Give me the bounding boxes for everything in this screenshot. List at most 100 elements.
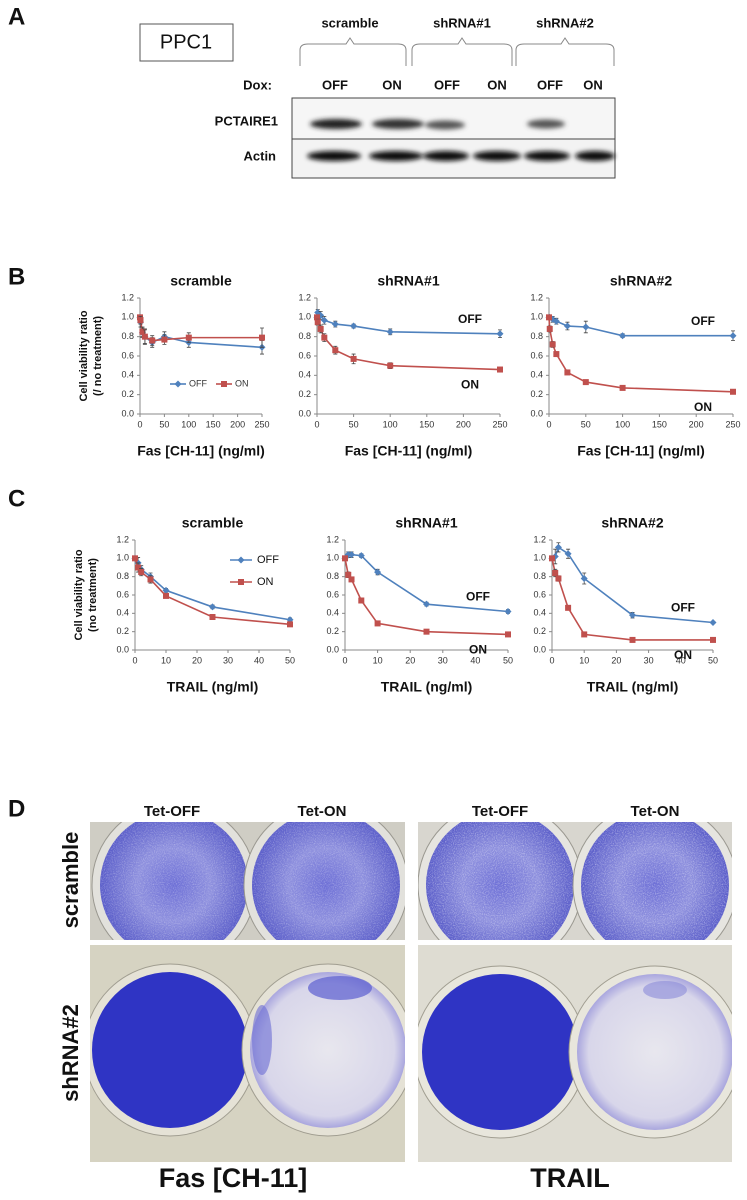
y-tick-label: 0.8 <box>326 571 339 581</box>
y-tick-label: 0.6 <box>530 350 543 360</box>
x-tick-label: 0 <box>314 419 319 429</box>
condition-label: OFF <box>537 77 563 92</box>
y-tick-label: 0.4 <box>533 608 546 618</box>
series-label: OFF <box>671 601 695 615</box>
x-tick-label: 0 <box>549 655 554 665</box>
data-point <box>317 325 324 332</box>
plate-photo <box>418 945 732 1162</box>
x-tick-label: 150 <box>206 419 221 429</box>
x-tick-label: 250 <box>254 419 269 429</box>
blot-row-label: PCTAIRE1 <box>215 113 278 128</box>
condition-label: ON <box>382 77 402 92</box>
data-point <box>555 575 562 582</box>
blot-bands <box>307 119 615 161</box>
legend-marker <box>221 381 227 387</box>
x-tick-label: 30 <box>438 655 448 665</box>
data-point <box>552 570 559 576</box>
y-tick-label: 0.0 <box>533 644 546 654</box>
y-tick-label: 0.8 <box>533 571 546 581</box>
series-label: OFF <box>466 590 490 604</box>
legend-marker <box>237 556 245 564</box>
plate-photo <box>418 822 732 940</box>
y-tick-label: 0.8 <box>121 331 134 341</box>
legend-label: ON <box>257 576 274 588</box>
data-point <box>387 362 394 369</box>
plate-photo <box>90 945 405 1162</box>
group-braces <box>299 37 615 66</box>
data-point <box>350 322 358 330</box>
x-axis-label: Fas [CH-11] (ng/ml) <box>577 443 705 459</box>
x-tick-label: 0 <box>342 655 347 665</box>
y-tick-label: 0.4 <box>121 370 134 380</box>
y-tick-label: 1.2 <box>533 534 546 544</box>
x-tick-label: 250 <box>492 419 507 429</box>
data-point <box>141 333 148 340</box>
x-tick-label: 50 <box>349 419 359 429</box>
y-tick-label: 0.8 <box>116 571 129 581</box>
chart-title: shRNA#2 <box>610 273 672 289</box>
y-tick-label: 0.6 <box>298 350 311 360</box>
y-tick-label: 0.2 <box>326 626 339 636</box>
chart-title: scramble <box>170 273 232 289</box>
legend-label: ON <box>235 378 249 388</box>
column-header: Tet-OFF <box>472 803 528 820</box>
legend-label: OFF <box>189 378 207 388</box>
panel-letter: C <box>8 485 25 512</box>
y-tick-label: 0.0 <box>116 644 129 654</box>
data-point <box>581 631 588 638</box>
panel-letter: B <box>8 263 25 290</box>
chart-title: shRNA#1 <box>395 515 457 531</box>
group-label: shRNA#1 <box>433 15 491 30</box>
data-point <box>709 619 717 626</box>
x-tick-label: 250 <box>725 419 740 429</box>
data-point <box>342 555 348 562</box>
x-tick-label: 30 <box>223 655 233 665</box>
data-point <box>139 328 146 335</box>
row-label: scramble <box>58 832 83 929</box>
data-point <box>185 334 192 341</box>
x-tick-label: 100 <box>181 419 196 429</box>
x-tick-label: 40 <box>254 655 264 665</box>
y-tick-label: 0.6 <box>121 350 134 360</box>
series-line <box>548 317 734 393</box>
condition-label: OFF <box>322 77 348 92</box>
x-tick-label: 50 <box>708 655 718 665</box>
y-tick-label: 0.4 <box>116 608 129 618</box>
y-tick-label: 0.0 <box>530 408 543 418</box>
legend-marker <box>174 380 182 388</box>
y-axis-label: (/ no treatment) <box>92 316 104 396</box>
series-line <box>139 317 262 342</box>
x-tick-label: 100 <box>615 419 630 429</box>
x-tick-label: 30 <box>644 655 654 665</box>
series-label: ON <box>674 648 692 662</box>
x-tick-label: 40 <box>470 655 480 665</box>
data-point <box>619 384 626 391</box>
y-tick-label: 1.0 <box>298 312 311 322</box>
data-point <box>209 614 216 620</box>
x-tick-label: 10 <box>373 655 383 665</box>
data-point <box>332 347 339 354</box>
x-tick-label: 50 <box>581 419 591 429</box>
data-point <box>149 337 156 344</box>
data-point <box>710 636 716 643</box>
data-point <box>546 325 553 332</box>
data-point <box>730 388 736 395</box>
data-point <box>314 314 320 321</box>
y-tick-label: 0.2 <box>121 389 134 399</box>
legend-marker <box>238 579 244 585</box>
panel-letter: D <box>8 795 25 822</box>
y-tick-label: 1.2 <box>116 534 129 544</box>
data-point <box>321 334 328 341</box>
data-point <box>554 543 562 551</box>
data-point <box>147 576 154 583</box>
column-header: Tet-OFF <box>144 803 200 820</box>
x-tick-label: 200 <box>456 419 471 429</box>
y-tick-label: 0.0 <box>326 644 339 654</box>
x-tick-label: 50 <box>285 655 295 665</box>
data-point <box>374 620 381 627</box>
series-label: OFF <box>458 312 482 326</box>
data-point <box>729 332 737 340</box>
data-point <box>209 603 216 611</box>
data-point <box>582 379 589 386</box>
data-point <box>546 314 552 321</box>
